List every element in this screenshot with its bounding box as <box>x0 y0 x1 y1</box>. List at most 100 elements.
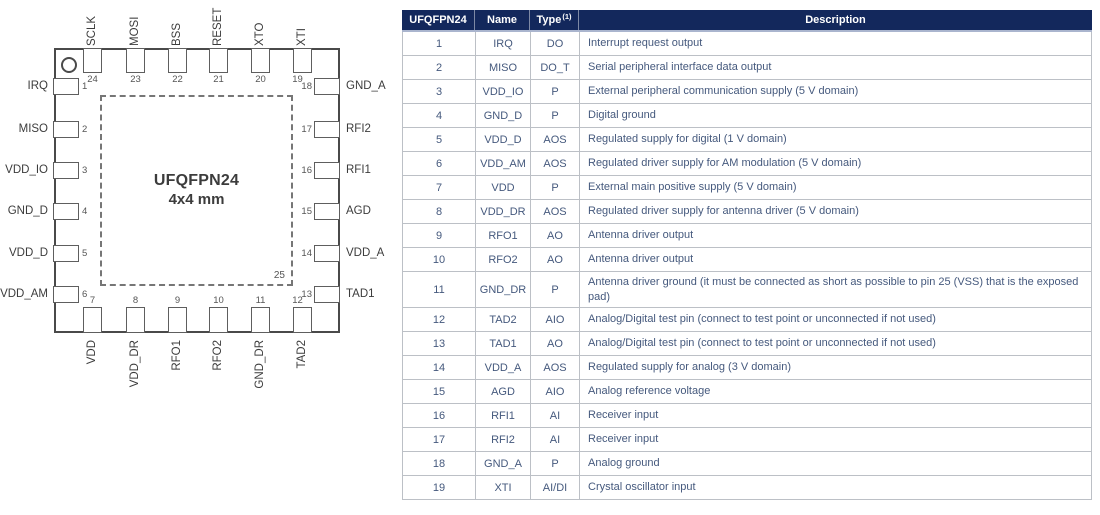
cell-type: AO <box>530 224 579 247</box>
cell-description: Antenna driver output <box>579 224 1091 247</box>
cell-description: Digital ground <box>579 104 1091 127</box>
table-row: 1 IRQ DO Interrupt request output <box>402 32 1092 56</box>
header-pin: UFQFPN24 <box>409 14 467 26</box>
cell-type: P <box>530 176 579 199</box>
pin-number: 13 <box>301 289 312 300</box>
cell-type: AOS <box>530 152 579 175</box>
cell-description: Analog/Digital test pin (connect to test… <box>579 332 1091 356</box>
cell-name: VDD <box>475 176 530 199</box>
pin-pad-bottom <box>83 307 102 333</box>
pin-label: BSS <box>170 22 183 46</box>
pin-pad-bottom <box>293 307 312 333</box>
pin-pad-bottom <box>251 307 270 333</box>
table-row: 9 RFO1 AO Antenna driver output <box>402 224 1092 248</box>
pin-pad-left <box>53 121 79 138</box>
cell-name: GND_A <box>475 452 530 476</box>
pin-label: VDD_D <box>9 247 48 259</box>
pin-pad-left <box>53 78 79 95</box>
cell-description: Interrupt request output <box>579 32 1091 55</box>
pin-number: 2 <box>82 124 88 135</box>
cell-type: AIO <box>530 308 579 332</box>
cell-description: Analog ground <box>579 452 1091 476</box>
cell-pin: 19 <box>432 481 446 494</box>
table-row: 5 VDD_D AOS Regulated supply for digital (1… <box>402 128 1092 152</box>
table-row: 11 GND_DR P Antenna driver ground (it must … <box>402 272 1092 309</box>
header-type-label: Type <box>536 14 562 26</box>
cell-name: RFO1 <box>475 224 530 247</box>
cell-pin: 6 <box>435 157 443 170</box>
cell-type: AOS <box>530 200 579 223</box>
cell-name: GND_D <box>475 104 530 127</box>
pin-number: 11 <box>255 295 266 306</box>
table-row: 7 VDD P External main positive supply (5 V … <box>402 176 1092 200</box>
pin-label: XTI <box>295 28 308 46</box>
cell-pin: 18 <box>432 457 446 470</box>
pin-label: SCLK <box>85 15 98 46</box>
table-row: 4 GND_D P Digital ground <box>402 104 1092 128</box>
cell-name: RFI1 <box>475 404 530 428</box>
pin-pad-right <box>314 245 340 262</box>
pin-label: TAD1 <box>346 288 375 300</box>
table-row: 18 GND_A P Analog ground <box>402 452 1092 477</box>
cell-name: MISO <box>475 56 530 79</box>
cell-pin: 11 <box>433 283 445 296</box>
cell-name: TAD1 <box>475 332 530 356</box>
pin-pad-bottom <box>209 307 228 333</box>
pin-label: VDD_DR <box>128 340 141 388</box>
cell-pin: 7 <box>435 181 443 194</box>
cell-pin: 2 <box>435 61 443 74</box>
pin-number: 21 <box>213 74 224 85</box>
cell-description: Receiver input <box>579 404 1091 428</box>
pin-label: MISO <box>18 123 48 135</box>
cell-type: P <box>530 272 579 308</box>
cell-type: AI <box>530 428 579 452</box>
cell-description: Regulated supply for digital (1 V domain… <box>579 128 1091 151</box>
cell-type: AI <box>530 404 579 428</box>
pin-label: IRQ <box>27 80 48 92</box>
table-header-row: UFQFPN24 Name Type (1) Description <box>402 10 1092 32</box>
pin-number: 14 <box>301 248 312 259</box>
pin-label: GND_A <box>346 80 386 92</box>
pin-label: XTO <box>253 22 266 46</box>
pin-label: RFI2 <box>346 123 371 135</box>
cell-pin: 1 <box>435 37 443 50</box>
pin-number: 18 <box>301 81 312 92</box>
pin-number: 3 <box>82 165 88 176</box>
header-description: Description <box>578 10 1092 30</box>
pin1-marker-circle <box>61 57 77 73</box>
cell-pin: 4 <box>435 109 443 122</box>
cell-description: Analog reference voltage <box>579 380 1091 404</box>
cell-description: External peripheral communication supply… <box>579 80 1091 103</box>
table-row: 14 VDD_A AOS Regulated supply for analog (3… <box>402 356 1092 381</box>
pin-pad-left <box>53 162 79 179</box>
cell-type: AOS <box>530 128 579 151</box>
cell-name: VDD_D <box>475 128 530 151</box>
pin-pad-left <box>53 245 79 262</box>
cell-description: External main positive supply (5 V domai… <box>579 176 1091 199</box>
pin-label: VDD <box>85 340 98 365</box>
cell-description: Regulated supply for analog (3 V domain) <box>579 356 1091 380</box>
exposed-pad-outline: 25 <box>100 95 293 286</box>
cell-name: VDD_AM <box>475 152 530 175</box>
header-type: Type (1) <box>529 10 578 30</box>
cell-type: AO <box>530 248 579 271</box>
cell-type: AOS <box>530 356 579 380</box>
cell-pin: 13 <box>432 337 446 350</box>
pin-number: 16 <box>301 165 312 176</box>
cell-pin: 3 <box>435 85 443 98</box>
cell-type: DO <box>530 32 579 55</box>
table-row: 13 TAD1 AO Analog/Digital test pin (connect… <box>402 332 1092 357</box>
table-row: 3 VDD_IO P External peripheral communicatio… <box>402 80 1092 104</box>
cell-name: TAD2 <box>475 308 530 332</box>
pin-label: RFI1 <box>346 164 371 176</box>
cell-name: GND_DR <box>475 272 530 308</box>
pin-label: RFO2 <box>211 340 224 371</box>
pin-number: 7 <box>89 295 96 306</box>
pin-table: UFQFPN24 Name Type (1) Description 1 IRQ DO… <box>402 10 1092 501</box>
cell-pin: 17 <box>432 433 446 446</box>
cell-description: Regulated driver supply for antenna driv… <box>579 200 1091 223</box>
table-row: 6 VDD_AM AOS Regulated driver supply for AM… <box>402 152 1092 176</box>
cell-description: Serial peripheral interface data output <box>579 56 1091 79</box>
pin-number: 15 <box>301 206 312 217</box>
cell-description: Regulated driver supply for AM modulatio… <box>579 152 1091 175</box>
